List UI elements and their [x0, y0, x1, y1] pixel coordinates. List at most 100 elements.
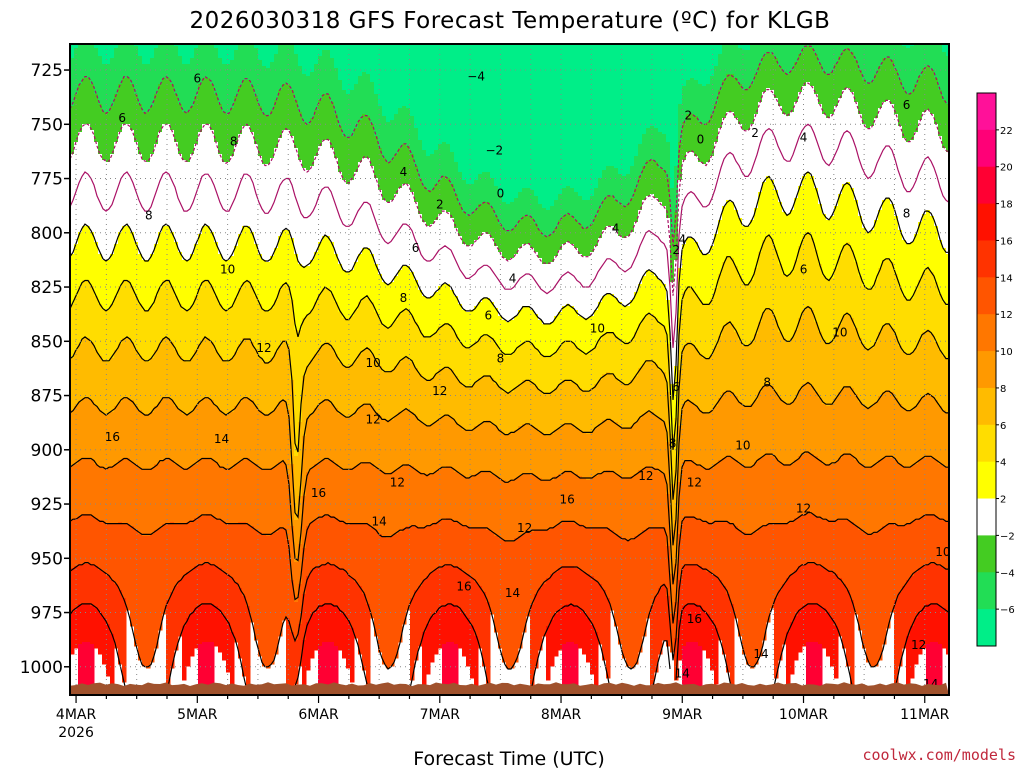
- band-cell: [662, 326, 667, 373]
- band-cell: [878, 210, 883, 269]
- band-cell: [910, 46, 915, 93]
- band-cell: [754, 462, 759, 533]
- band-cell: [438, 144, 443, 181]
- band-cell: [898, 230, 903, 287]
- band-cell: [114, 244, 119, 297]
- band-cell: [482, 298, 487, 337]
- band-cell: [370, 528, 375, 619]
- band-cell: [590, 44, 595, 197]
- band-cell: [302, 44, 307, 75]
- band-cell: [770, 240, 775, 313]
- band-cell: [286, 84, 291, 131]
- band-cell: [558, 194, 563, 221]
- band-cell: [290, 580, 295, 633]
- band-cell: [170, 400, 175, 461]
- band-cell: [318, 462, 323, 519]
- band-cell: [418, 330, 423, 375]
- band-cell: [502, 44, 507, 203]
- band-cell: [810, 310, 815, 387]
- band-cell: [782, 72, 787, 115]
- band-cell: [806, 46, 811, 83]
- band-cell: [218, 466, 223, 521]
- band-cell: [830, 216, 835, 279]
- band-cell: [798, 246, 803, 319]
- band-cell: [398, 188, 403, 271]
- x-tick-label: 8MAR: [541, 707, 582, 723]
- band-cell: [402, 106, 407, 145]
- band-cell: [746, 406, 751, 469]
- band-cell: [526, 380, 531, 425]
- band-cell: [202, 338, 207, 399]
- band-cell: [122, 124, 127, 227]
- band-cell: [942, 520, 947, 569]
- band-cell: [826, 612, 831, 657]
- band-cell: [902, 526, 907, 587]
- band-cell: [434, 150, 439, 185]
- band-cell: [858, 530, 863, 631]
- band-cell: [506, 392, 511, 435]
- band-cell: [786, 214, 791, 277]
- band-cell: [238, 402, 243, 463]
- band-cell: [750, 342, 755, 405]
- band-cell: [82, 604, 87, 643]
- band-cell: [294, 330, 299, 457]
- contour-label: 8: [230, 135, 238, 149]
- band-cell: [126, 524, 131, 611]
- band-cell: [714, 44, 719, 67]
- band-cell: [678, 142, 683, 181]
- band-cell: [858, 402, 863, 465]
- band-cell: [410, 316, 415, 363]
- band-cell: [694, 348, 699, 407]
- band-cell: [618, 204, 623, 237]
- band-cell: [646, 44, 651, 129]
- band-cell: [418, 528, 423, 587]
- band-cell: [350, 44, 355, 91]
- band-cell: [870, 406, 875, 467]
- band-cell: [94, 566, 99, 609]
- band-cell: [886, 58, 891, 101]
- band-cell: [178, 580, 183, 637]
- band-cell: [346, 574, 351, 621]
- band-cell: [678, 104, 683, 143]
- band-cell: [94, 464, 99, 519]
- band-cell: [506, 542, 511, 669]
- band-cell: [918, 612, 923, 655]
- band-cell: [198, 564, 203, 607]
- band-cell: [258, 44, 263, 61]
- band-cell: [90, 564, 95, 607]
- band-cell: [658, 168, 663, 203]
- band-cell: [646, 412, 651, 467]
- contour-label: 12: [390, 475, 405, 489]
- band-cell: [686, 342, 691, 401]
- band-cell: [266, 44, 271, 69]
- band-cell: [934, 282, 939, 343]
- band-cell: [590, 252, 595, 317]
- band-cell: [366, 604, 371, 691]
- band-cell: [390, 44, 395, 121]
- band-cell: [306, 76, 311, 125]
- grid: [70, 44, 949, 695]
- band-cell: [182, 44, 187, 65]
- band-cell: [558, 312, 563, 347]
- band-cell: [802, 514, 807, 565]
- credit-link[interactable]: coolwx.com/models: [862, 746, 1016, 764]
- band-cell: [766, 236, 771, 309]
- band-cell: [250, 86, 255, 133]
- band-cell: [398, 412, 403, 469]
- band-cell: [918, 120, 923, 223]
- band-cell: [342, 366, 347, 417]
- band-cell: [70, 254, 75, 305]
- band-cell: [930, 458, 935, 515]
- band-cell: [618, 236, 623, 303]
- band-cell: [682, 244, 687, 293]
- band-cell: [834, 398, 839, 463]
- band-cell: [914, 464, 919, 521]
- band-cell: [82, 280, 87, 339]
- band-cell: [558, 384, 563, 429]
- band-cell: [790, 44, 795, 71]
- band-cell: [362, 248, 367, 299]
- band-cell: [558, 220, 563, 251]
- band-cell: [722, 80, 727, 119]
- band-cell: [218, 254, 223, 305]
- band-cell: [782, 524, 787, 585]
